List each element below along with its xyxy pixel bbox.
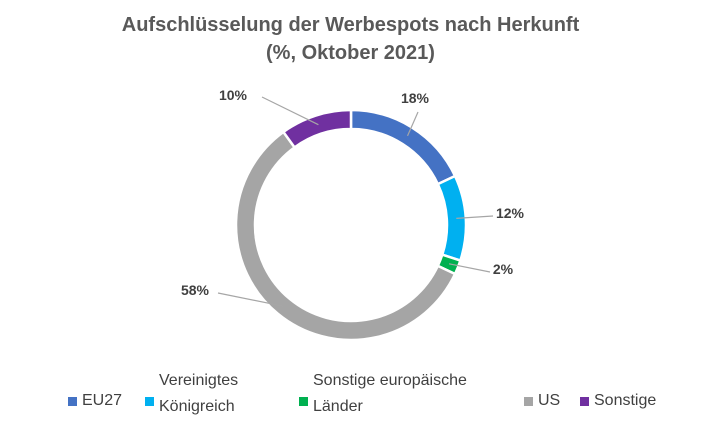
legend-item-sonstige: Sonstige [580, 388, 656, 414]
data-label-eu27: 18% [401, 90, 430, 106]
legend-label-vereinigtes-koenigreich: Vereinigtes Königreich [159, 372, 239, 415]
legend-item-sonstige-europaeische-laender: Sonstige europäische Länder [299, 368, 478, 420]
legend-label-eu27: EU27 [82, 392, 123, 409]
legend-swatch-vereinigtes-koenigreich [145, 397, 154, 406]
legend-swatch-us [524, 397, 533, 406]
data-label-sonstige-europaeische-laender: 2% [493, 261, 514, 277]
leader-line-vereinigtes-koenigreich [456, 215, 494, 219]
slice-sonstige [281, 108, 353, 150]
leader-line-sonstige-europaeische-laender [448, 263, 491, 273]
chart-title: Aufschlüsselung der Werbespots nach Herk… [121, 14, 580, 36]
legend-swatch-sonstige [580, 397, 589, 406]
data-label-us: 58% [181, 282, 210, 298]
legend-label-sonstige: Sonstige [594, 392, 657, 409]
legend-item-vereinigtes-koenigreich: Vereinigtes Königreich [145, 368, 264, 420]
leader-line-sonstige [261, 96, 319, 126]
legend-item-eu27: EU27 [68, 388, 122, 414]
legend-label-us: US [538, 392, 561, 409]
chart-subtitle: (%, Oktober 2021) [266, 42, 435, 64]
legend-swatch-eu27 [68, 397, 77, 406]
slice-eu27 [349, 108, 457, 186]
legend-label-sonstige-europaeische-laender: Sonstige europäische Länder [313, 372, 467, 415]
leader-line-eu27 [406, 111, 419, 137]
slice-us [234, 130, 457, 342]
legend-item-us: US [524, 388, 560, 414]
legend-swatch-sonstige-europaeische-laender [299, 397, 308, 406]
leader-line-us [217, 292, 284, 307]
data-label-sonstige: 10% [219, 87, 248, 103]
data-label-vereinigtes-koenigreich: 12% [496, 205, 525, 221]
